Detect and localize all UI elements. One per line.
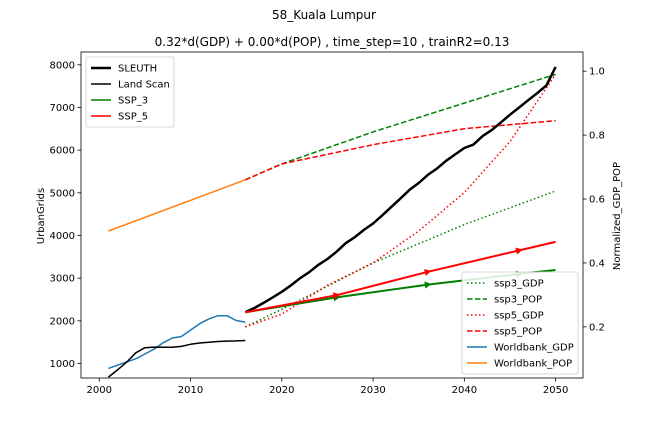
x-tick-label: 2030 xyxy=(360,385,385,396)
legend-label-ssp-5: SSP_5 xyxy=(118,112,148,123)
y-tick-label: 2000 xyxy=(50,316,75,327)
series-line-land-scan xyxy=(107,339,246,378)
legend-label-ssp5-gdp: ssp5_GDP xyxy=(494,311,544,322)
arrow-marker-ssp-5 xyxy=(333,292,341,300)
legend-label-ssp5-pop: ssp5_POP xyxy=(494,327,542,338)
x-tick-label: 2040 xyxy=(452,385,477,396)
series-line-sleuth xyxy=(244,66,557,314)
y-tick-label: 1000 xyxy=(50,359,75,370)
legend-label-ssp3-pop: ssp3_POP xyxy=(494,295,542,306)
legend-left: SLEUTH Land Scan SSP_3 SSP_5 xyxy=(85,56,175,128)
y-tick-label: 5000 xyxy=(50,188,75,199)
legend-right: ssp3_GDP ssp3_POP ssp5_GDP ssp5_POP Worldban… xyxy=(461,271,579,375)
y2-tick-label: 0.4 xyxy=(589,258,605,269)
y-axis-label: UrbanGrids xyxy=(36,188,47,244)
chart-title: 58_Kuala Lumpur xyxy=(272,8,376,22)
y2-axis-label: Normalized_GDP_POP xyxy=(612,162,623,270)
y2-tick-label: 0.8 xyxy=(589,131,605,142)
series-line-ssp5-pop xyxy=(245,119,556,181)
legend-label-sleuth: SLEUTH xyxy=(118,64,157,75)
legend-label-worldbank-pop: Worldbank_POP xyxy=(494,359,572,370)
legend-box xyxy=(85,56,175,128)
y-tick-label: 7000 xyxy=(50,103,75,114)
series-line-worldbank-gdp xyxy=(108,314,246,370)
arrow-marker-ssp-5 xyxy=(515,247,523,255)
legend-label-ssp3-gdp: ssp3_GDP xyxy=(494,279,544,290)
y-tick-label: 4000 xyxy=(50,231,75,242)
y-tick-label: 8000 xyxy=(50,60,75,71)
arrow-marker-ssp-3 xyxy=(424,281,432,289)
legend-label-land-scan: Land Scan xyxy=(118,80,170,91)
series-line-ssp3-pop xyxy=(245,73,556,181)
y2-tick-label: 1.0 xyxy=(589,67,605,78)
x-tick-label: 2010 xyxy=(178,385,203,396)
plot-frame xyxy=(80,51,584,379)
legend-label-ssp-3: SSP_3 xyxy=(118,96,148,107)
plot-area xyxy=(107,66,557,378)
y-tick-label: 3000 xyxy=(50,274,75,285)
legend-label-worldbank-gdp: Worldbank_GDP xyxy=(494,343,574,354)
y2-tick-label: 0.2 xyxy=(589,322,605,333)
legend-box xyxy=(461,271,579,375)
x-tick-label: 2020 xyxy=(269,385,294,396)
series-line-worldbank-pop xyxy=(108,179,246,232)
y2-tick-label: 0.6 xyxy=(589,195,605,206)
x-tick-label: 2050 xyxy=(543,385,568,396)
arrow-marker-ssp-5 xyxy=(424,269,432,276)
x-tick-label: 2000 xyxy=(87,385,112,396)
chart-subtitle: 0.32*d(GDP) + 0.00*d(POP) , time_step=10… xyxy=(155,35,510,49)
y-tick-label: 6000 xyxy=(50,146,75,157)
